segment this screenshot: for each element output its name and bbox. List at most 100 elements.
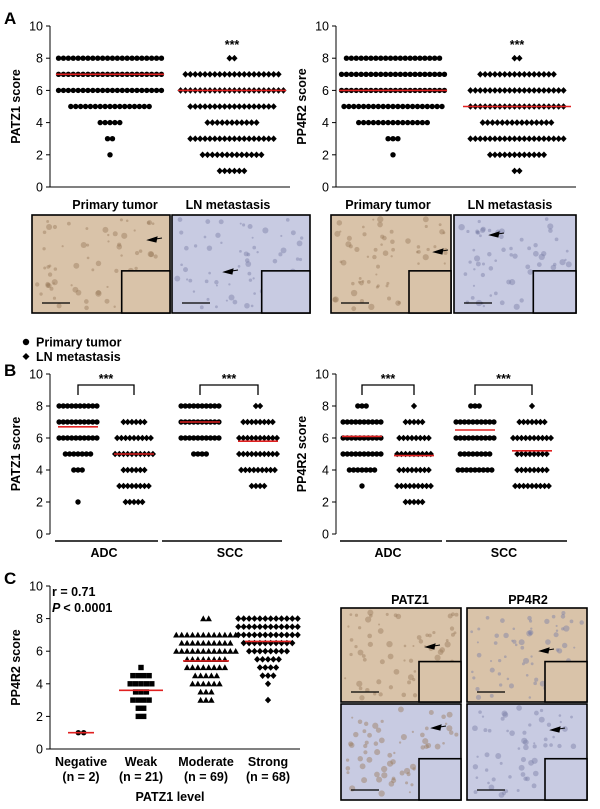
cell-nucleus xyxy=(345,241,352,248)
cell-nucleus xyxy=(56,303,62,309)
data-point xyxy=(265,418,272,426)
cell-nucleus xyxy=(380,719,384,723)
data-point xyxy=(491,71,499,78)
cell-nucleus xyxy=(285,218,290,222)
cell-nucleus xyxy=(428,633,432,638)
cell-nucleus xyxy=(508,775,512,779)
cell-nucleus xyxy=(134,250,140,256)
data-point xyxy=(267,615,274,622)
data-point xyxy=(200,648,207,654)
data-point xyxy=(104,136,111,142)
cell-nucleus xyxy=(362,729,367,734)
cell-nucleus xyxy=(506,677,510,681)
data-point xyxy=(402,498,409,506)
data-point xyxy=(264,696,272,704)
cell-nucleus xyxy=(248,278,253,282)
data-point xyxy=(226,71,233,78)
data-point xyxy=(535,450,542,458)
data-point xyxy=(531,466,538,474)
cell-nucleus xyxy=(525,673,529,677)
data-point xyxy=(244,418,251,426)
data-point xyxy=(404,434,411,442)
cell-nucleus xyxy=(362,225,365,229)
data-point xyxy=(75,87,81,94)
data-point xyxy=(233,119,240,126)
y-axis-label: PATZ1 score xyxy=(9,417,23,492)
data-point xyxy=(77,419,83,425)
cell-nucleus xyxy=(42,247,46,251)
cell-nucleus xyxy=(399,770,405,776)
data-point xyxy=(412,55,418,61)
micrograph-inset xyxy=(532,270,577,314)
data-point xyxy=(501,71,508,78)
data-point xyxy=(550,135,557,142)
cell-nucleus xyxy=(565,249,569,253)
cell-nucleus xyxy=(147,220,153,226)
cell-nucleus xyxy=(85,227,89,231)
cell-nucleus xyxy=(482,304,485,308)
cell-nucleus xyxy=(298,257,303,262)
cell-nucleus xyxy=(358,277,362,280)
significance-label: *** xyxy=(99,372,114,386)
cell-nucleus xyxy=(557,743,562,749)
data-point xyxy=(158,55,165,61)
data-point xyxy=(246,135,253,142)
cell-nucleus xyxy=(403,767,411,774)
cell-nucleus xyxy=(400,734,407,741)
data-point xyxy=(183,639,191,646)
data-point xyxy=(365,119,372,126)
cell-nucleus xyxy=(112,231,118,237)
cell-nucleus xyxy=(509,730,515,736)
cell-nucleus xyxy=(422,216,429,223)
data-point xyxy=(107,119,113,126)
data-point xyxy=(289,615,296,622)
y-tick-label: 0 xyxy=(36,743,43,757)
data-point xyxy=(228,119,236,126)
cell-nucleus xyxy=(481,262,485,266)
cell-nucleus xyxy=(80,242,87,249)
data-point xyxy=(145,482,152,490)
cell-nucleus xyxy=(479,234,482,238)
data-point xyxy=(397,71,404,78)
cell-nucleus xyxy=(375,285,379,289)
cell-nucleus xyxy=(407,680,412,685)
data-point xyxy=(216,648,223,654)
data-point xyxy=(205,639,212,646)
data-point xyxy=(207,403,214,409)
data-point xyxy=(540,151,548,159)
data-point xyxy=(216,167,223,175)
data-point xyxy=(201,103,209,110)
cell-nucleus xyxy=(228,294,235,301)
data-point xyxy=(109,55,116,61)
cell-nucleus xyxy=(153,254,158,259)
cell-nucleus xyxy=(499,234,504,240)
data-point xyxy=(134,87,140,94)
cell-nucleus xyxy=(365,687,370,693)
cell-nucleus xyxy=(565,261,572,268)
cell-nucleus xyxy=(498,791,505,798)
cell-nucleus xyxy=(501,710,508,717)
data-point xyxy=(256,647,263,655)
data-point xyxy=(203,435,209,441)
data-point xyxy=(82,103,89,110)
data-point xyxy=(363,467,369,473)
data-point xyxy=(258,151,265,159)
cell-nucleus xyxy=(449,626,455,631)
significance-bracket xyxy=(474,384,533,395)
cell-nucleus xyxy=(378,737,385,744)
data-point xyxy=(94,403,100,409)
cell-nucleus xyxy=(376,284,380,288)
data-point xyxy=(248,119,255,126)
data-point xyxy=(422,55,428,61)
cell-nucleus xyxy=(398,741,402,744)
cell-nucleus xyxy=(541,250,547,257)
cell-nucleus xyxy=(45,281,51,287)
data-point xyxy=(109,87,116,94)
data-point xyxy=(355,403,361,409)
cell-nucleus xyxy=(48,264,52,268)
data-point xyxy=(278,623,285,631)
data-point xyxy=(543,119,550,126)
data-point xyxy=(224,151,231,159)
cell-nucleus xyxy=(52,296,57,300)
cell-nucleus xyxy=(424,744,429,750)
